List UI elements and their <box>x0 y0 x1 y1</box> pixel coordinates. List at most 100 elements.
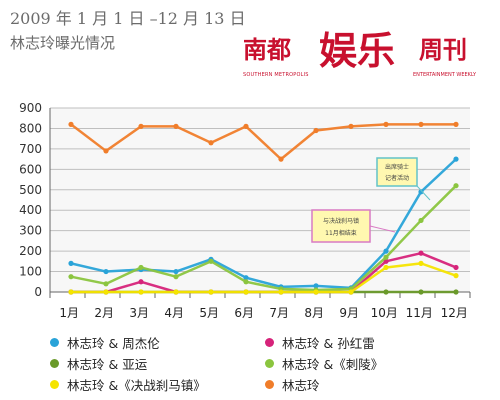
callout-pointer <box>369 225 396 233</box>
data-point <box>383 254 389 260</box>
y-tick-label: 500 <box>19 183 42 197</box>
callout-text: 与决战刹马镇 <box>323 217 359 225</box>
data-point <box>243 123 249 129</box>
data-point <box>278 156 284 162</box>
x-tick-label: 5月 <box>199 306 219 320</box>
data-point <box>418 189 424 195</box>
data-point <box>103 268 109 275</box>
data-point <box>208 289 214 295</box>
data-point <box>383 264 389 271</box>
callout-box <box>311 209 371 243</box>
data-point <box>453 273 459 279</box>
data-point <box>138 289 144 295</box>
data-point <box>103 289 109 295</box>
data-point <box>453 156 459 162</box>
data-point <box>278 289 284 295</box>
data-point <box>348 289 354 295</box>
data-point <box>418 121 424 127</box>
legend-item: 林志玲 & 孙红雷 <box>265 333 375 352</box>
callout-pointer <box>416 185 431 201</box>
data-point <box>418 260 424 266</box>
title-block: 2009 年 1 月 1 日 –12 月 13 日 林志玲曝光情况 <box>10 8 246 54</box>
legend-label: 林志玲 & 周杰伦 <box>67 336 160 351</box>
legend-item: 林志玲 &《决战刹马镇》 <box>50 375 206 394</box>
data-point <box>138 279 144 285</box>
x-tick-label: 7月 <box>269 306 289 320</box>
data-point <box>453 183 459 189</box>
data-point <box>418 250 424 256</box>
data-point <box>138 264 144 271</box>
legend-swatch-icon <box>50 380 59 389</box>
magazine-logo: 南都 娱乐 周刊 SOUTHERN METROPOLIS ENTERTAINME… <box>243 20 495 86</box>
series-line <box>70 123 456 161</box>
x-tick-label: 8月 <box>304 306 324 320</box>
data-point <box>313 283 319 289</box>
data-point <box>418 289 424 295</box>
y-tick-label: 800 <box>19 121 42 135</box>
y-tick-label: 300 <box>19 224 42 238</box>
y-tick-label: 600 <box>19 162 42 176</box>
y-tick-label: 900 <box>19 101 42 115</box>
data-point <box>173 268 179 275</box>
x-tick-label: 12月 <box>441 306 468 320</box>
data-point <box>453 264 459 271</box>
data-point <box>103 148 109 154</box>
legend-item: 林志玲 & 周杰伦 <box>50 333 160 352</box>
x-tick-label: 3月 <box>129 306 149 320</box>
legend-item: 林志玲 &《刺陵》 <box>265 354 383 373</box>
data-point <box>173 289 179 295</box>
legend-swatch-icon <box>265 380 274 389</box>
legend-item: 林志玲 & 亚运 <box>50 354 147 373</box>
logo-english-right: ENTERTAINMENT WEEKLY <box>413 72 477 78</box>
data-point <box>243 289 249 295</box>
legend-item: 林志玲 <box>265 375 320 394</box>
chart-title: 林志玲曝光情况 <box>10 34 116 52</box>
series-line <box>71 262 457 294</box>
data-point <box>383 121 389 127</box>
data-point <box>453 121 459 127</box>
data-point <box>313 289 319 295</box>
legend-label: 林志玲 &《决战刹马镇》 <box>67 378 206 393</box>
x-tick-label: 9月 <box>339 306 359 320</box>
callout-text: 出席骑士 <box>385 163 409 171</box>
callout-box <box>376 157 418 187</box>
x-tick-label: 4月 <box>164 306 184 320</box>
chart-title-dates: 2009 年 1 月 1 日 –12 月 13 日 <box>10 9 246 28</box>
series-line <box>70 184 457 292</box>
y-tick-label: 100 <box>19 265 42 279</box>
data-point <box>138 123 144 129</box>
callout-text: 11月相结束 <box>325 229 357 237</box>
data-point <box>68 289 74 295</box>
logo-text-a: 南都 <box>243 36 291 64</box>
y-tick-label: 200 <box>19 244 42 258</box>
legend-label: 林志玲 & 孙红雷 <box>282 336 375 351</box>
logo-english-left: SOUTHERN METROPOLIS <box>243 72 309 78</box>
legend-swatch-icon <box>265 359 274 368</box>
data-point <box>173 274 179 280</box>
logo-text-b: 娱乐 <box>319 29 396 73</box>
y-tick-label: 700 <box>19 142 42 156</box>
data-point <box>383 289 389 295</box>
y-tick-label: 0 <box>34 285 42 299</box>
data-point <box>453 289 459 295</box>
data-point <box>243 279 249 285</box>
data-point <box>208 140 214 146</box>
data-point <box>208 258 214 264</box>
callout-text: 记者活动 <box>385 174 409 182</box>
legend-label: 林志玲 & 亚运 <box>67 357 148 372</box>
legend-swatch-icon <box>50 359 59 368</box>
data-point <box>68 260 74 266</box>
logo-text-c: 周刊 <box>419 36 467 64</box>
data-point <box>243 275 249 281</box>
legend-swatch-icon <box>50 338 59 347</box>
legend-label: 林志玲 &《刺陵》 <box>282 357 384 372</box>
x-tick-label: 6月 <box>234 306 254 320</box>
x-tick-label: 10月 <box>371 306 398 320</box>
data-point <box>68 121 74 127</box>
data-point <box>313 127 319 134</box>
x-tick-label: 1月 <box>59 306 79 320</box>
data-point <box>68 274 74 280</box>
data-point <box>173 123 179 129</box>
legend-label: 林志玲 <box>282 378 320 393</box>
